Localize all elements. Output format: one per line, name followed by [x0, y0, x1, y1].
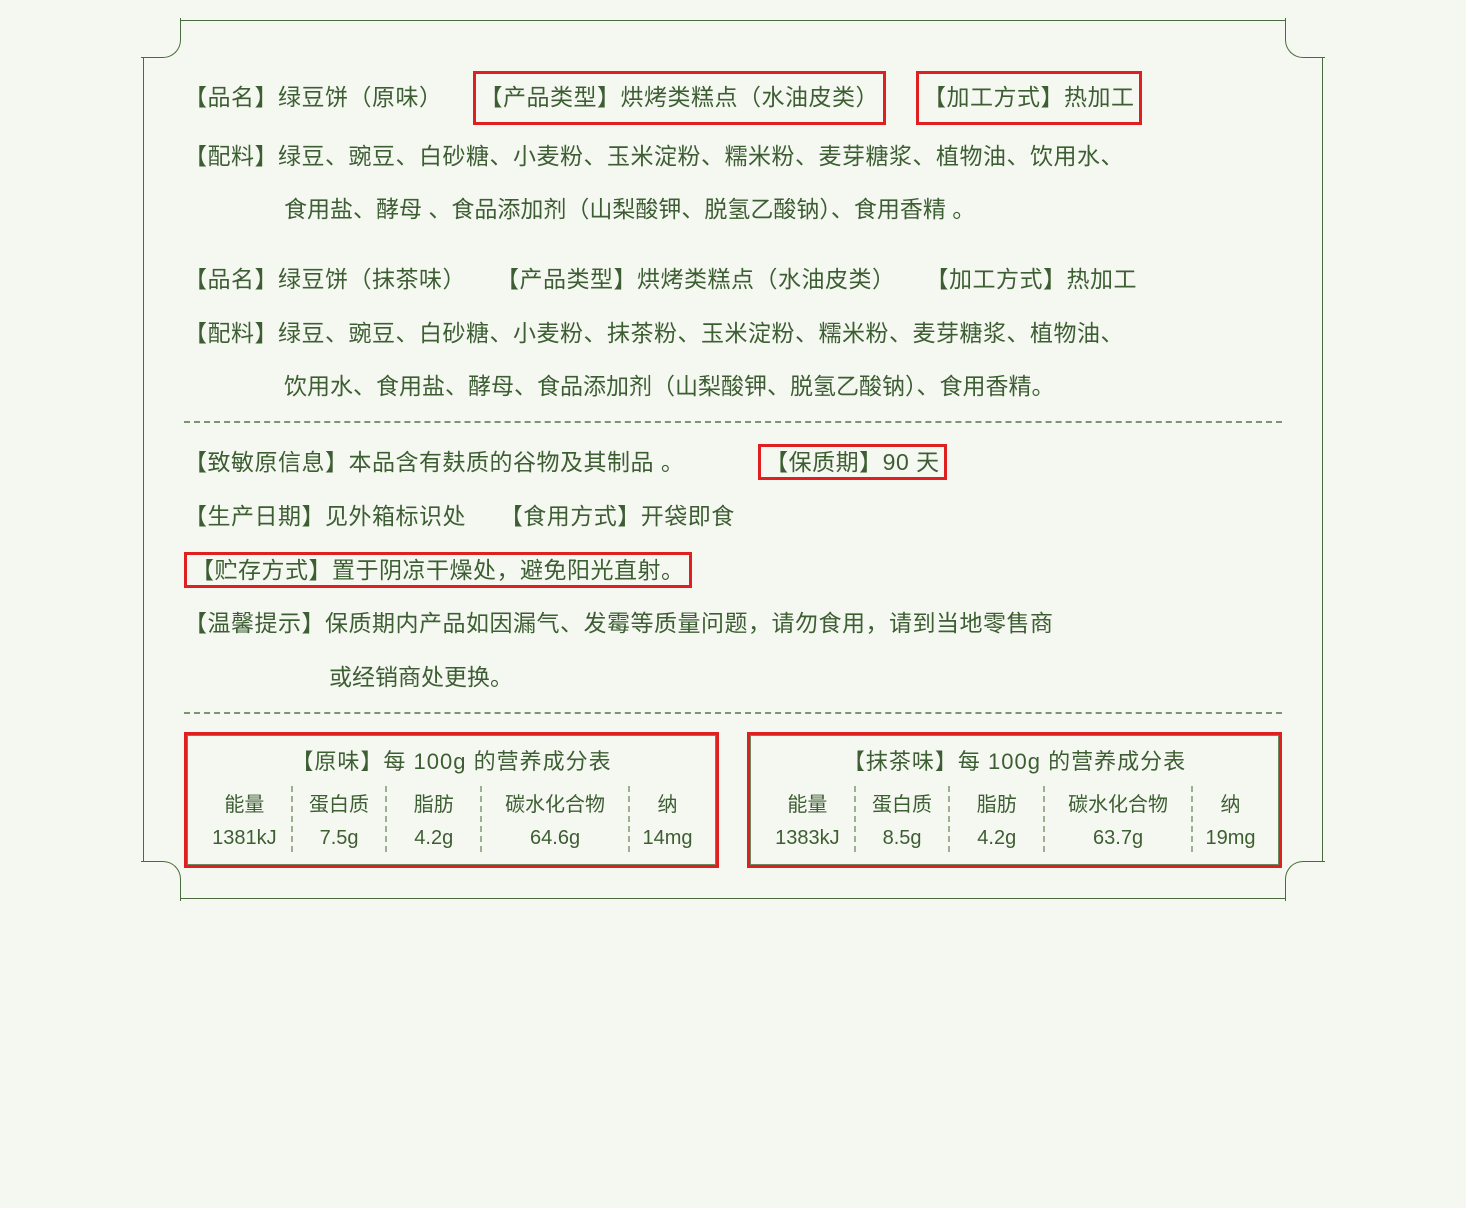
allergen-shelf-row: 【致敏原信息】本品含有麸质的谷物及其制品 。 【保质期】90 天 [184, 441, 1282, 485]
product2-name: 【品名】绿豆饼（抹茶味） [184, 258, 466, 302]
corner-decoration [141, 18, 181, 58]
nutrition2-title: 【抹茶味】每 100g 的营养成分表 [761, 744, 1268, 776]
section-divider [184, 421, 1282, 423]
highlight-nutrition-table-matcha: 【抹茶味】每 100g 的营养成分表 能量1383kJ 蛋白质8.5g 脂肪4.… [747, 732, 1282, 868]
corner-decoration [141, 861, 181, 901]
product2-header-row: 【品名】绿豆饼（抹茶味） 【产品类型】烘烤类糕点（水油皮类） 【加工方式】热加工 [184, 258, 1282, 302]
product2-processing: 【加工方式】热加工 [926, 258, 1138, 302]
highlight-storage: 【贮存方式】置于阴凉干燥处，避免阳光直射。 [184, 552, 692, 588]
highlight-processing: 【加工方式】热加工 [916, 71, 1142, 125]
highlight-nutrition-table-original: 【原味】每 100g 的营养成分表 能量1381kJ 蛋白质7.5g 脂肪4.2… [184, 732, 719, 868]
nutrition-tables-row: 【原味】每 100g 的营养成分表 能量1381kJ 蛋白质7.5g 脂肪4.2… [184, 732, 1282, 868]
nutrition1-grid: 能量1381kJ 蛋白质7.5g 脂肪4.2g 碳水化合物64.6g 纳14mg [198, 786, 705, 852]
product1-ingredients: 【配料】绿豆、豌豆、白砂糖、小麦粉、玉米淀粉、糯米粉、麦芽糖浆、植物油、饮用水、… [184, 135, 1282, 232]
nutrition1-title: 【原味】每 100g 的营养成分表 [198, 744, 705, 776]
product1-name: 【品名】绿豆饼（原味） [184, 76, 443, 120]
proddate-eating-row: 【生产日期】见外箱标识处 【食用方式】开袋即食 [184, 495, 1282, 539]
product2-type: 【产品类型】烘烤类糕点（水油皮类） [496, 258, 896, 302]
highlight-product-type: 【产品类型】烘烤类糕点（水油皮类） [473, 71, 887, 125]
product1-header-row: 【品名】绿豆饼（原味） 【产品类型】烘烤类糕点（水油皮类） 【加工方式】热加工 [184, 71, 1282, 125]
product2-ingredients: 【配料】绿豆、豌豆、白砂糖、小麦粉、抹茶粉、玉米淀粉、糯米粉、麦芽糖浆、植物油、… [184, 312, 1282, 409]
storage-row: 【贮存方式】置于阴凉干燥处，避免阳光直射。 [184, 549, 1282, 593]
tip-block: 【温馨提示】保质期内产品如因漏气、发霉等质量问题，请勿食用，请到当地零售商 或经… [184, 602, 1282, 699]
section-divider [184, 712, 1282, 714]
corner-decoration [1285, 861, 1325, 901]
highlight-shelf-life: 【保质期】90 天 [758, 444, 946, 480]
product-label-card: 【品名】绿豆饼（原味） 【产品类型】烘烤类糕点（水油皮类） 【加工方式】热加工 … [143, 20, 1323, 899]
corner-decoration [1285, 18, 1325, 58]
nutrition2-grid: 能量1383kJ 蛋白质8.5g 脂肪4.2g 碳水化合物63.7g 纳19mg [761, 786, 1268, 852]
